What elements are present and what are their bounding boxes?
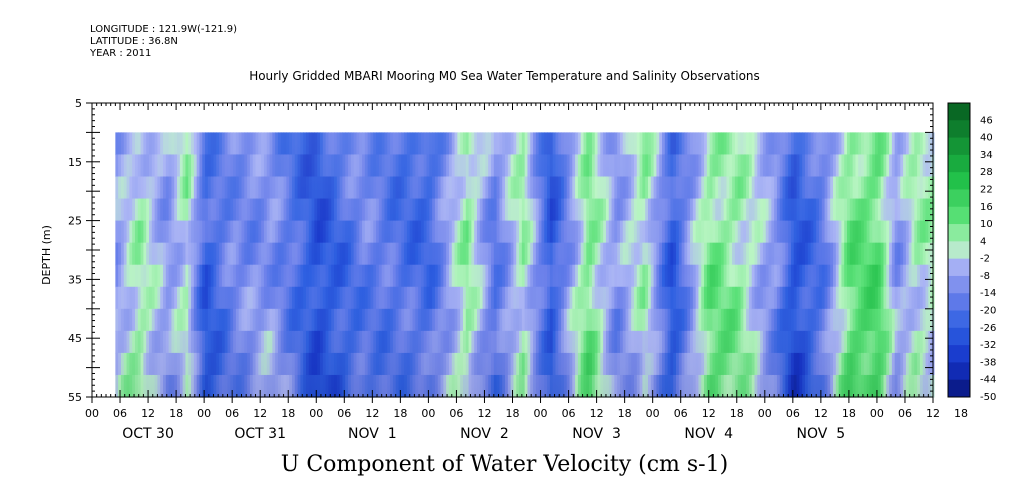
y-tick-label: 55 <box>68 391 82 404</box>
x-hour-label: 00 <box>309 407 323 420</box>
colorbar-label: 16 <box>980 202 993 213</box>
colorbar-swatch <box>948 154 970 173</box>
y-tick-label: 45 <box>68 332 82 345</box>
x-hour-label: 18 <box>842 407 856 420</box>
y-tick-label: 15 <box>68 156 82 169</box>
colorbar-label: -2 <box>980 254 990 265</box>
metadata-block: LONGITUDE : 121.9W(-121.9) LATITUDE : 36… <box>90 24 237 60</box>
plot-area <box>92 103 935 398</box>
x-hour-label: 00 <box>646 407 660 420</box>
x-hour-label: 12 <box>702 407 716 420</box>
x-hour-label: 12 <box>814 407 828 420</box>
colorbar-swatch <box>948 137 970 156</box>
colorbar-label: 4 <box>980 236 986 247</box>
x-date-label: NOV 4 <box>684 426 733 442</box>
colorbar-swatch <box>948 103 970 121</box>
x-hour-label: 18 <box>169 407 183 420</box>
x-hour-label: 18 <box>618 407 632 420</box>
x-hour-label: 18 <box>730 407 744 420</box>
chart-title: Hourly Gridded MBARI Mooring M0 Sea Wate… <box>249 69 760 83</box>
x-hour-label: 00 <box>421 407 435 420</box>
colorbar-swatch <box>948 224 970 242</box>
colorbar-swatch <box>948 258 970 277</box>
x-hour-label: 18 <box>393 407 407 420</box>
colorbar-label: 40 <box>980 133 993 144</box>
x-date-label: NOV 5 <box>797 426 846 442</box>
colorbar-label: -38 <box>980 357 996 368</box>
y-tick-label: 25 <box>68 215 82 228</box>
x-hour-label: 18 <box>954 407 968 420</box>
x-hour-label: 06 <box>898 407 912 420</box>
x-hour-label: 12 <box>141 407 155 420</box>
x-date-label: NOV 1 <box>348 426 397 442</box>
x-hour-label: 12 <box>253 407 267 420</box>
colorbar-label: 46 <box>980 115 993 126</box>
colorbar-swatch <box>948 172 970 190</box>
colorbar-swatch <box>948 362 970 381</box>
colorbar-swatch <box>948 345 970 363</box>
y-tick-label: 5 <box>75 97 82 110</box>
colorbar-swatch <box>948 310 970 329</box>
latitude-label: LATITUDE : 36.8N <box>90 36 178 47</box>
x-date-label: NOV 2 <box>460 426 509 442</box>
x-date-label: OCT 31 <box>234 426 286 442</box>
x-hour-label: 06 <box>225 407 239 420</box>
colorbar-swatch <box>948 327 970 346</box>
heatmap-shading <box>115 132 932 397</box>
x-hour-label: 06 <box>562 407 576 420</box>
x-hour-label: 12 <box>477 407 491 420</box>
x-hour-label: 06 <box>674 407 688 420</box>
colorbar-swatch <box>948 206 970 225</box>
x-hour-label: 06 <box>449 407 463 420</box>
x-date-label: NOV 3 <box>572 426 621 442</box>
colorbar-swatch <box>948 275 970 294</box>
x-hour-label: 00 <box>534 407 548 420</box>
x-hour-label: 00 <box>197 407 211 420</box>
x-hour-label: 06 <box>337 407 351 420</box>
colorbar-label: -14 <box>980 288 996 299</box>
colorbar-label: -8 <box>980 271 990 282</box>
colorbar-label: -26 <box>980 323 996 334</box>
colorbar-label: 22 <box>980 184 993 195</box>
colorbar-swatch <box>948 241 970 260</box>
bottom-title: U Component of Water Velocity (cm s-1) <box>280 452 729 477</box>
y-tick-label: 35 <box>68 273 82 286</box>
colorbar-label: 28 <box>980 167 993 178</box>
colorbar-label: -44 <box>980 375 996 386</box>
colorbar-swatch <box>948 189 970 208</box>
y-axis-label: DEPTH (m) <box>40 225 53 285</box>
x-hour-label: 12 <box>365 407 379 420</box>
longitude-label: LONGITUDE : 121.9W(-121.9) <box>90 24 237 35</box>
colorbar: 46 40 34 28 22 16 10 4 -2 -8 -14 -20 -26 -32 -38 -44 -50 <box>947 102 996 403</box>
x-hour-label: 00 <box>870 407 884 420</box>
x-hour-label: 00 <box>758 407 772 420</box>
colorbar-label: -32 <box>980 340 996 351</box>
colorbar-swatch <box>948 293 970 311</box>
x-hour-label: 06 <box>113 407 127 420</box>
colorbar-frame <box>947 102 971 398</box>
x-hour-label: 12 <box>926 407 940 420</box>
x-hour-label: 18 <box>506 407 520 420</box>
colorbar-swatch <box>948 120 970 138</box>
x-hour-label: 06 <box>786 407 800 420</box>
year-label: YEAR : 2011 <box>90 48 152 59</box>
x-hour-label: 18 <box>281 407 295 420</box>
colorbar-label: 10 <box>980 219 993 230</box>
colorbar-label: 34 <box>980 150 993 161</box>
x-hour-label: 00 <box>85 407 99 420</box>
colorbar-label: -20 <box>980 306 996 317</box>
colorbar-swatch <box>948 379 970 398</box>
colorbar-label: -50 <box>980 392 996 403</box>
x-hour-label: 12 <box>590 407 604 420</box>
x-date-label: OCT 30 <box>122 426 174 442</box>
